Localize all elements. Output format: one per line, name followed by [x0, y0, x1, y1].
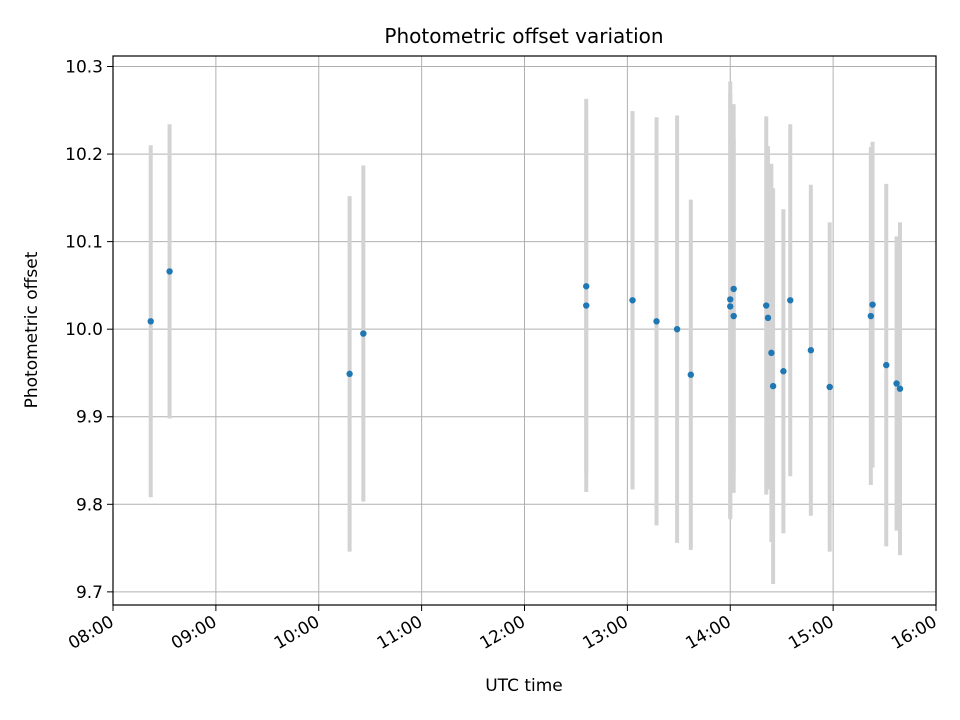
x-tick-label: 12:00 — [477, 612, 529, 654]
y-tick-label: 10.1 — [65, 233, 103, 253]
chart-title: Photometric offset variation — [384, 24, 663, 48]
data-point — [763, 302, 770, 309]
x-tick-label: 11:00 — [374, 612, 426, 654]
data-point — [869, 301, 876, 308]
data-point — [780, 368, 787, 375]
data-point — [826, 383, 833, 391]
data-point — [727, 296, 734, 303]
data-point — [346, 370, 353, 378]
x-axis-ticks: 08:00 09:00 10:00 11:00 12:00 13:00 14:00 15:00… — [65, 605, 941, 654]
x-tick-label: 15:00 — [785, 612, 837, 654]
data-point — [764, 314, 772, 322]
x-tick-label: 09:00 — [168, 612, 220, 654]
data-point — [768, 349, 775, 357]
data-point — [360, 330, 367, 337]
data-point — [807, 347, 815, 354]
grid-layer — [112, 56, 937, 605]
data-point — [147, 318, 154, 325]
x-tick-label: 16:00 — [888, 612, 940, 654]
data-point — [867, 312, 875, 320]
data-point — [727, 303, 734, 310]
data-point — [166, 268, 173, 275]
data-point — [883, 361, 890, 369]
x-tick-label: 14:00 — [682, 612, 734, 654]
y-tick-label: 10.3 — [65, 58, 103, 78]
x-tick-label: 08:00 — [65, 612, 117, 654]
point-layer — [147, 268, 904, 392]
data-point — [629, 297, 636, 304]
y-tick-label: 9.8 — [76, 495, 103, 515]
x-tick-label: 13:00 — [579, 612, 631, 654]
data-point — [583, 283, 590, 290]
x-tick-label: 10:00 — [271, 612, 323, 654]
errorbar-layer — [148, 81, 902, 584]
data-point — [893, 380, 900, 387]
data-point — [787, 297, 794, 304]
y-axis-ticks: 9.7 9.8 9.9 10.0 10.1 10.2 10.3 — [65, 58, 113, 603]
x-axis-label: UTC time — [485, 676, 563, 696]
y-tick-label: 9.7 — [76, 583, 103, 603]
data-point — [769, 382, 777, 390]
y-tick-label: 10.2 — [65, 145, 103, 165]
data-point — [730, 312, 737, 320]
data-point — [687, 371, 695, 378]
data-point — [730, 285, 737, 293]
y-axis-label: Photometric offset — [22, 251, 42, 408]
data-point — [653, 318, 660, 325]
y-tick-label: 9.9 — [76, 408, 103, 428]
data-point — [673, 325, 681, 333]
data-point — [583, 302, 590, 309]
data-point — [896, 385, 904, 392]
y-tick-label: 10.0 — [65, 320, 103, 340]
